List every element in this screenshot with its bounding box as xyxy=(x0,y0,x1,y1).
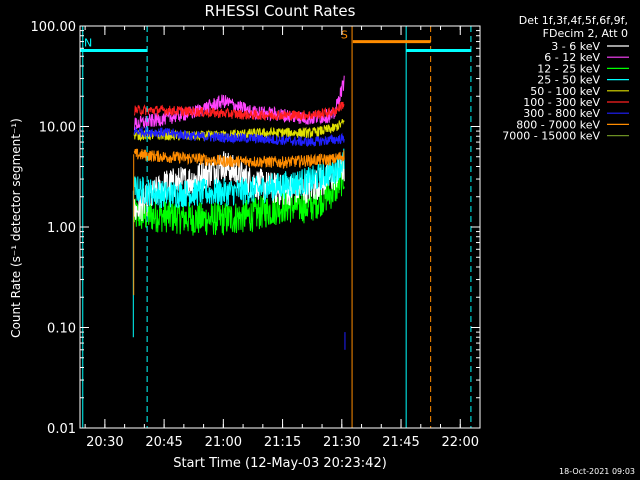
series-line-2 xyxy=(133,161,345,236)
x-tick-label: 21:00 xyxy=(205,435,242,450)
y-tick-label: 10.00 xyxy=(39,121,76,136)
x-tick-label: 20:30 xyxy=(86,435,123,450)
series-line-6 xyxy=(133,126,345,147)
x-axis-label: Start Time (12-May-03 20:23:42) xyxy=(173,456,387,471)
legend-label-4: 50 - 100 keV xyxy=(530,85,600,98)
x-axis: 20:30 20:45 21:00 21:15 21:30 21:45 22:00 xyxy=(84,26,481,450)
legend-label-1: 6 - 12 keV xyxy=(544,51,600,64)
legend-label-5: 100 - 300 keV xyxy=(523,96,600,109)
series-line-7 xyxy=(133,148,345,170)
y-tick-label: 0.01 xyxy=(47,422,76,437)
x-tick-label: 22:00 xyxy=(442,435,479,450)
chart-title: RHESSI Count Rates xyxy=(205,2,356,20)
legend-label-2: 12 - 25 keV xyxy=(537,62,600,75)
y-tick-label: 1.00 xyxy=(47,221,76,236)
legend-header-line-1: Det 1f,3f,4f,5f,6f,9f, xyxy=(519,14,628,27)
y-axis-label: Count Rate (s⁻¹ detector segment⁻¹) xyxy=(9,118,23,338)
x-tick-label: 21:30 xyxy=(323,435,360,450)
y-tick-label: 100.00 xyxy=(31,20,77,35)
series-line-5 xyxy=(133,101,345,122)
legend-label-3: 25 - 50 keV xyxy=(537,74,600,87)
y-tick-label: 0.10 xyxy=(47,322,76,337)
x-tick-label: 21:45 xyxy=(382,435,419,450)
legend: Det 1f,3f,4f,5f,6f,9f, FDecim 2, Att 0 3… xyxy=(502,14,629,143)
plot-area: NS xyxy=(80,26,472,428)
plot-timestamp: 18-Oct-2021 09:03 xyxy=(559,467,635,476)
marker-label-0: N xyxy=(84,37,92,50)
series-line-3 xyxy=(133,148,345,209)
legend-label-8: 7000 - 15000 keV xyxy=(502,130,600,143)
legend-label-6: 300 - 800 keV xyxy=(523,107,600,120)
legend-label-7: 800 - 7000 keV xyxy=(516,118,600,131)
series-line-4 xyxy=(133,119,345,142)
legend-label-0: 3 - 6 keV xyxy=(551,40,600,53)
x-tick-label: 20:45 xyxy=(145,435,182,450)
plot-inner xyxy=(80,26,472,428)
x-tick-label: 21:15 xyxy=(264,435,301,450)
legend-header-line-2: FDecim 2, Att 0 xyxy=(543,27,628,40)
y-axis: 100.00 10.00 1.00 0.10 0.01 xyxy=(31,20,480,437)
marker-label-2: S xyxy=(341,29,348,42)
